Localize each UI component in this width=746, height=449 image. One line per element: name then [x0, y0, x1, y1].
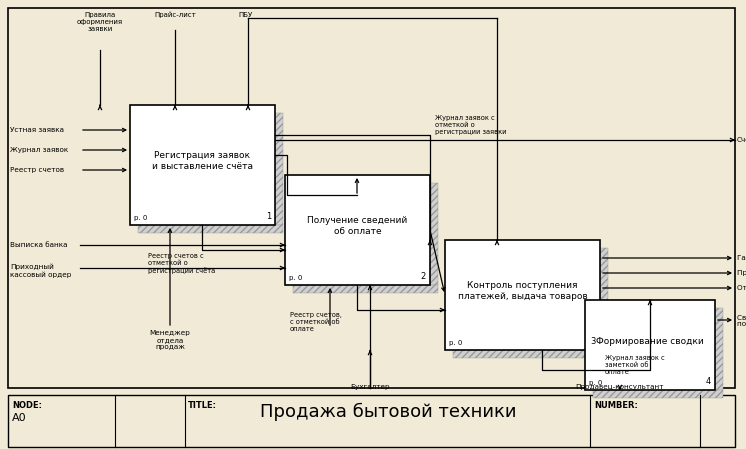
- Text: Менеджер
отдела
продаж: Менеджер отдела продаж: [149, 330, 190, 350]
- Bar: [453, 350, 608, 358]
- Bar: [285, 175, 430, 285]
- Bar: [8, 395, 735, 447]
- Text: Журнал заявок с
отметкой о
регистрации заявки: Журнал заявок с отметкой о регистрации з…: [435, 115, 507, 135]
- Text: Реестр счетов,
с отметкой об
оплате: Реестр счетов, с отметкой об оплате: [290, 312, 342, 332]
- Bar: [445, 240, 600, 350]
- Bar: [430, 183, 438, 285]
- Text: Продажа бытовой техники: Продажа бытовой техники: [260, 403, 516, 421]
- Bar: [585, 300, 715, 390]
- Text: Приходный
кассовый ордер: Приходный кассовый ордер: [10, 264, 72, 278]
- Text: 2: 2: [421, 272, 426, 281]
- Text: Формирование сводки: Формирование сводки: [596, 336, 704, 345]
- Text: Правила
оформления
заявки: Правила оформления заявки: [77, 12, 123, 32]
- Bar: [593, 390, 723, 398]
- Text: A0: A0: [12, 413, 27, 423]
- Text: NUMBER:: NUMBER:: [594, 401, 638, 410]
- Text: Отказ клиенту: Отказ клиенту: [737, 285, 746, 291]
- Text: 1: 1: [266, 212, 271, 221]
- Text: Получение сведений
об оплате: Получение сведений об оплате: [307, 216, 407, 236]
- Text: Проданный товар: Проданный товар: [737, 270, 746, 276]
- Text: р. 0: р. 0: [134, 215, 148, 221]
- Text: Реестр счетов с
отметкой о
регистрации счёта: Реестр счетов с отметкой о регистрации с…: [148, 253, 216, 274]
- Text: Выписка банка: Выписка банка: [10, 242, 67, 248]
- Text: Устная заявка: Устная заявка: [10, 127, 64, 133]
- Bar: [138, 225, 283, 233]
- Bar: [293, 285, 438, 293]
- Text: р. 0: р. 0: [449, 340, 463, 346]
- Text: Реестр счетов: Реестр счетов: [10, 167, 64, 173]
- Bar: [130, 105, 275, 225]
- Text: Сводка о
поступивших заказах: Сводка о поступивших заказах: [737, 314, 746, 327]
- Text: Счёт: Счёт: [737, 137, 746, 143]
- Text: TITLE:: TITLE:: [188, 401, 217, 410]
- Text: Продавец-консультант: Продавец-консультант: [576, 384, 664, 390]
- Bar: [600, 248, 608, 350]
- Text: Журнал заявок с
заметкой об
оплате: Журнал заявок с заметкой об оплате: [605, 355, 665, 375]
- Bar: [275, 113, 283, 225]
- Bar: [8, 8, 735, 388]
- Text: Бухгалтер: Бухгалтер: [350, 384, 390, 390]
- Text: 3: 3: [591, 337, 596, 346]
- Text: Журнал заявок: Журнал заявок: [10, 147, 68, 153]
- Bar: [715, 308, 723, 390]
- Text: ПБУ: ПБУ: [238, 12, 252, 18]
- Text: Прайс-лист: Прайс-лист: [154, 12, 196, 18]
- Text: р. 0: р. 0: [589, 380, 602, 386]
- Text: Гарантийный талон: Гарантийный талон: [737, 255, 746, 261]
- Text: NODE:: NODE:: [12, 401, 42, 410]
- Text: Контроль поступления
платежей, выдача товаров: Контроль поступления платежей, выдача то…: [457, 282, 587, 301]
- Text: 4: 4: [706, 377, 711, 386]
- Text: р. 0: р. 0: [289, 275, 302, 281]
- Text: Регистрация заявок
и выставление счёта: Регистрация заявок и выставление счёта: [152, 151, 253, 171]
